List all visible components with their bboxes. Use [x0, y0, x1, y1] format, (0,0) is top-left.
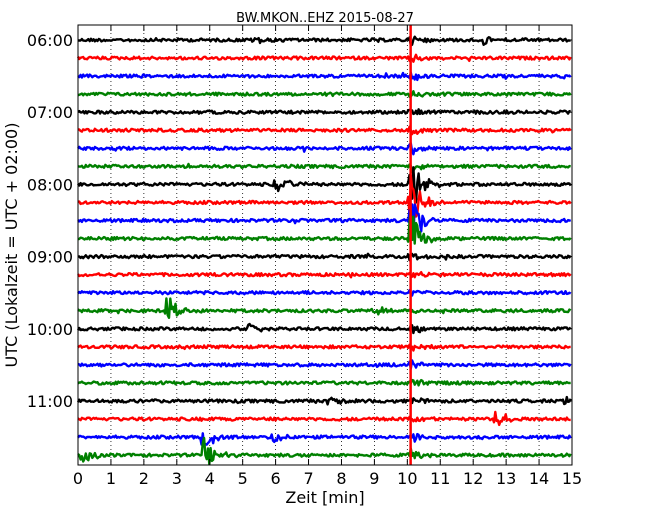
x-tick-label: 3	[172, 469, 182, 488]
trace-line	[77, 271, 572, 279]
x-axis-label: Zeit [min]	[285, 488, 364, 507]
x-tick-label: 5	[238, 469, 248, 488]
axis-ticks: 0 1 2 3 4 5 6 7 8 9 10 11 12 13 14 1506:0007:0008:0009:…	[27, 25, 582, 488]
x-tick-label: 9	[369, 469, 379, 488]
trace-line	[77, 125, 572, 136]
x-tick-label: 10	[397, 469, 417, 488]
y-tick-label: 09:00	[27, 248, 73, 267]
trace-line	[77, 142, 572, 156]
x-tick-label: 1	[106, 469, 116, 488]
x-tick-label: 8	[336, 469, 346, 488]
y-tick-label: 06:00	[27, 31, 73, 50]
chart-title: BW.MKON..EHZ 2015-08-27	[236, 11, 414, 26]
y-tick-label: 07:00	[27, 103, 73, 122]
trace-line	[77, 289, 572, 297]
trace-line	[77, 210, 572, 245]
trace-line	[77, 378, 571, 387]
x-tick-label: 15	[562, 469, 582, 488]
trace-line	[77, 252, 572, 262]
trace-line	[77, 166, 572, 204]
trace-line	[77, 410, 571, 427]
trace-line	[77, 203, 572, 241]
trace-line	[77, 108, 571, 116]
trace-line	[76, 395, 572, 406]
x-tick-label: 6	[271, 469, 281, 488]
trace-series	[76, 25, 572, 466]
x-tick-label: 12	[463, 469, 483, 488]
trace-line	[77, 343, 571, 352]
trace-line	[76, 53, 572, 63]
trace-line	[77, 90, 572, 98]
trace-line	[77, 35, 571, 47]
x-tick-label: 11	[430, 469, 450, 488]
grid-lines	[110, 25, 540, 465]
trace-line	[77, 71, 572, 82]
x-tick-label: 7	[303, 469, 313, 488]
trace-line	[77, 297, 572, 319]
y-tick-label: 08:00	[27, 175, 73, 194]
trace-line	[76, 322, 572, 335]
x-tick-label: 2	[139, 469, 149, 488]
trace-line	[78, 174, 572, 218]
trace-line	[77, 432, 572, 447]
trace-line	[77, 162, 571, 174]
y-axis-label: UTC (Lokalzeit = UTC + 02:00)	[2, 123, 21, 368]
trace-line	[77, 359, 572, 370]
y-tick-label: 11:00	[27, 392, 73, 411]
trace-line	[77, 436, 572, 466]
x-tick-label: 0	[73, 469, 83, 488]
x-tick-label: 4	[205, 469, 215, 488]
plot-frame	[77, 24, 573, 466]
x-tick-label: 13	[496, 469, 516, 488]
x-tick-label: 14	[529, 469, 549, 488]
y-tick-label: 10:00	[27, 320, 73, 339]
